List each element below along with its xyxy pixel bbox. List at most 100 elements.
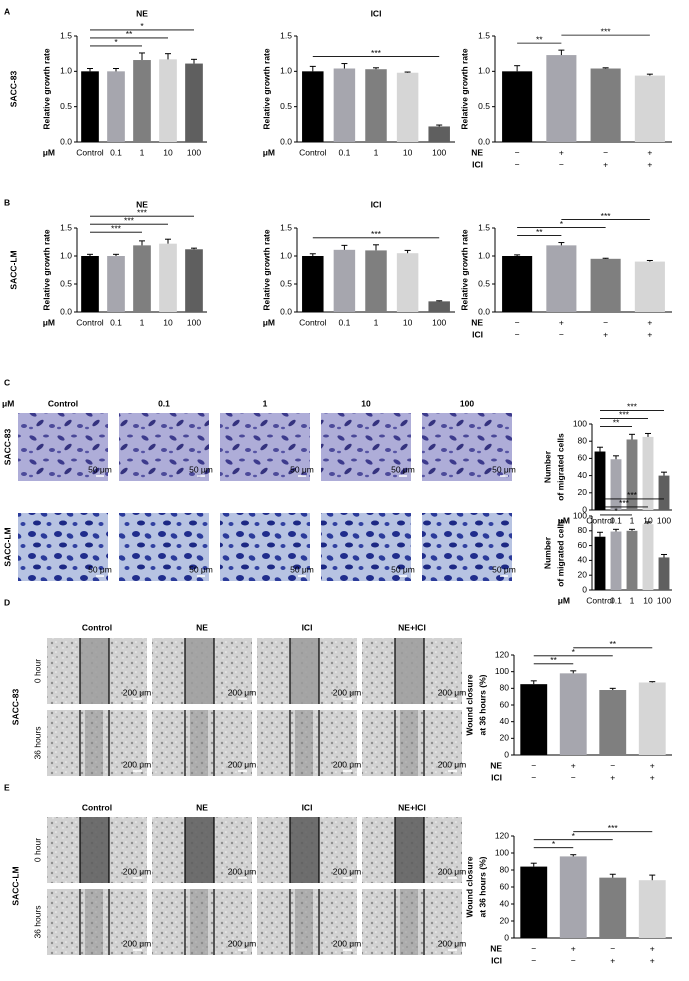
significance-label: *** [619, 410, 630, 420]
x-tick-label: 10 [163, 147, 173, 157]
column-header: NE+ICI [398, 802, 426, 812]
y-tick-label: 1.0 [478, 66, 490, 76]
y-tick-label: 80 [578, 435, 588, 445]
panel-label: B [4, 197, 10, 207]
significance-label: * [552, 839, 556, 849]
bar [302, 256, 324, 312]
y-tick-label: 0.5 [60, 278, 72, 288]
y-tick-label: 40 [578, 555, 588, 565]
scale-label: 200 μm [123, 759, 152, 769]
significance-label: ** [536, 227, 543, 237]
micrograph [18, 513, 108, 581]
micrograph [422, 513, 512, 581]
scale-label: 50 μm [391, 564, 415, 574]
y-tick-label: 40 [500, 898, 510, 908]
y-tick-label: 100 [573, 510, 587, 520]
wound-gap [400, 710, 418, 776]
bar [638, 880, 666, 938]
y-tick-label: 100 [495, 847, 509, 857]
time-label: 0 hour [32, 659, 42, 683]
bar [599, 690, 627, 755]
x-row-label: − [603, 317, 608, 327]
y-tick-label: 80 [578, 525, 588, 535]
scale-label: 50 μm [391, 464, 415, 474]
y-tick-label: 0.5 [280, 278, 292, 288]
significance-label: * [572, 831, 576, 841]
x-row-label: + [647, 159, 652, 169]
micrograph [321, 413, 411, 481]
significance-label: *** [601, 211, 612, 221]
bar [185, 249, 203, 312]
bar [590, 258, 621, 312]
x-tick-label: 1 [374, 317, 379, 327]
significance-label: * [114, 37, 118, 47]
x-row-label: − [531, 772, 536, 782]
scale-label: 50 μm [189, 564, 213, 574]
x-tick-label: 10 [403, 147, 413, 157]
y-tick-label: 1.5 [60, 30, 72, 40]
column-header: 0.1 [158, 398, 170, 408]
bar [502, 71, 533, 142]
y-tick-label: 0.5 [478, 101, 490, 111]
scale-label: 200 μm [438, 938, 467, 948]
x-row-label: − [603, 147, 608, 157]
column-header: Control [48, 398, 78, 408]
y-tick-label: 0.0 [60, 136, 72, 146]
column-header: ICI [302, 802, 313, 812]
y-tick-label: 20 [500, 915, 510, 925]
significance-label: * [614, 506, 618, 516]
scale-label: 200 μm [228, 938, 257, 948]
bar [634, 75, 665, 142]
scale-label: 200 μm [333, 866, 362, 876]
micrograph [119, 413, 209, 481]
time-label: 36 hours [32, 905, 42, 938]
y-tick-label: 0.5 [280, 101, 292, 111]
wound-gap [185, 638, 214, 704]
x-tick-label: 0.1 [610, 515, 622, 525]
x-tick-label: 10 [403, 317, 413, 327]
x-row-label: + [647, 317, 652, 327]
x-tick-label: 1 [630, 595, 635, 605]
significance-label: *** [608, 823, 619, 833]
bar [594, 451, 606, 510]
bar [658, 475, 670, 510]
y-tick-label: 1.5 [478, 222, 490, 232]
bar [396, 72, 419, 142]
x-row-label: + [603, 159, 608, 169]
scale-label: 50 μm [189, 464, 213, 474]
micrograph [18, 413, 108, 481]
y-axis-label: of migrated cells [555, 433, 565, 501]
y-tick-label: 20 [578, 487, 588, 497]
bar [559, 673, 587, 755]
y-tick-label: 0.0 [280, 136, 292, 146]
y-tick-label: 1.5 [60, 222, 72, 232]
bar [133, 245, 151, 312]
bar [502, 256, 533, 312]
x-tick-label: 100 [432, 147, 446, 157]
bar [642, 436, 654, 510]
x-unit-label: μM [263, 147, 275, 157]
time-label: 36 hours [32, 726, 42, 759]
x-row-label: − [531, 943, 536, 953]
y-tick-label: 0 [582, 584, 587, 594]
significance-label: * [560, 219, 564, 229]
row-label: SACC-LM [8, 250, 18, 289]
x-row-label: + [647, 329, 652, 339]
significance-label: *** [111, 223, 122, 233]
y-axis-label: Relative growth rate [459, 48, 469, 130]
x-unit-label: μM [558, 595, 570, 605]
bar [81, 71, 99, 142]
bar [520, 684, 548, 755]
micrograph [321, 513, 411, 581]
y-axis-label: at 36 hours (%) [477, 674, 487, 735]
column-header: NE [196, 622, 208, 632]
y-tick-label: 80 [500, 683, 510, 693]
scale-label: 200 μm [333, 687, 362, 697]
wound-gap [85, 889, 103, 955]
y-tick-label: 60 [578, 540, 588, 550]
y-tick-label: 20 [578, 569, 588, 579]
x-row-label: + [571, 760, 576, 770]
chart-title: NE [136, 8, 148, 18]
wound-gap [395, 817, 424, 883]
y-tick-label: 60 [500, 699, 510, 709]
